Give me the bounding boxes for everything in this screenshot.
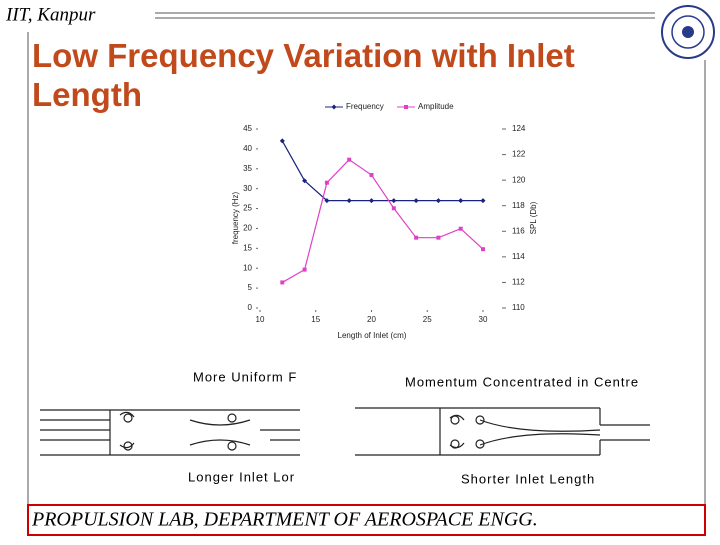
diagram <box>40 407 650 456</box>
legend-label: Amplitude <box>418 102 454 111</box>
legend-marker <box>331 104 337 110</box>
point <box>369 198 374 204</box>
point <box>436 235 441 240</box>
y-tick-label: 20 <box>243 224 252 233</box>
footer-box <box>27 504 706 536</box>
point <box>280 280 285 285</box>
point <box>391 206 396 211</box>
point <box>391 198 397 204</box>
y-tick-label: 15 <box>243 243 252 252</box>
point <box>347 157 352 162</box>
y2-tick-label: 116 <box>512 226 525 235</box>
y-tick-label: 30 <box>243 184 252 193</box>
y-tick-label: 10 <box>243 263 252 272</box>
point <box>458 198 464 204</box>
point <box>302 178 308 184</box>
institute: IIT, Kanpur <box>5 4 96 25</box>
y2-tick-label: 120 <box>512 175 526 184</box>
x-tick-label: 30 <box>479 315 488 324</box>
series-line <box>281 140 483 202</box>
y2-tick-label: 124 <box>512 124 526 133</box>
point <box>324 180 329 185</box>
y2-axis-label: SPL (Db) <box>529 201 538 234</box>
y2-tick-label: 112 <box>512 278 525 287</box>
point <box>481 247 485 252</box>
title-box: Low Frequency Variation with Inlet Lengt… <box>32 37 575 113</box>
x-tick-label: 20 <box>367 315 376 324</box>
point <box>346 198 352 204</box>
point <box>413 198 419 204</box>
logo <box>661 5 715 59</box>
y-tick-label: 5 <box>248 283 253 292</box>
point <box>458 226 463 231</box>
legend-marker <box>404 105 408 109</box>
y-axis-label: frequency (Hz) <box>231 191 240 244</box>
y-tick-label: 40 <box>243 144 252 153</box>
diagram-caption: Momentum Concentrated in Centre <box>405 374 639 389</box>
y-tick-label: 25 <box>243 204 252 213</box>
point <box>435 198 441 204</box>
y2-tick-label: 110 <box>512 303 525 312</box>
slide-title: Low Frequency Variation with Inlet Lengt… <box>32 37 575 113</box>
diagram-caption: More Uniform F <box>193 369 297 384</box>
y-tick-label: 45 <box>243 124 252 133</box>
point <box>480 198 486 204</box>
y2-tick-label: 114 <box>512 252 525 261</box>
x-tick-label: 25 <box>423 315 432 324</box>
diagram-caption: Longer Inlet Lor <box>188 469 295 484</box>
series-line <box>282 158 484 283</box>
y-tick-label: 0 <box>248 303 253 312</box>
y2-tick-label: 122 <box>512 150 526 159</box>
point <box>324 198 330 204</box>
point <box>414 235 419 240</box>
y-tick-label: 35 <box>243 164 252 173</box>
x-tick-label: 10 <box>256 315 265 324</box>
y2-tick-label: 118 <box>512 201 525 210</box>
x-tick-label: 15 <box>311 315 320 324</box>
point <box>279 138 285 144</box>
x-axis-label: Length of Inlet (cm) <box>338 331 407 340</box>
diagram-caption: Shorter Inlet Length <box>461 471 595 486</box>
footer: PROPULSION LAB, DEPARTMENT OF AEROSPACE … <box>31 509 538 531</box>
point <box>302 267 307 272</box>
point <box>369 173 374 178</box>
legend-label: Frequency <box>346 102 384 111</box>
